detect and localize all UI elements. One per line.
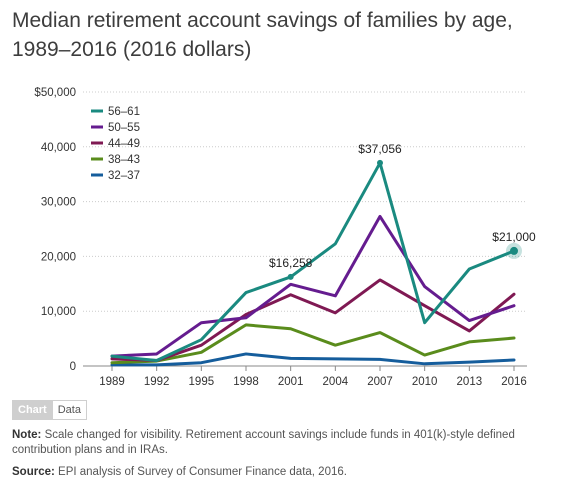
x-tick-label: 2016 [501, 376, 527, 388]
x-tick-label: 2010 [412, 376, 438, 388]
legend-label: 38–43 [108, 154, 140, 166]
tab-data[interactable]: Data [52, 400, 87, 420]
x-tick-label: 2001 [278, 376, 304, 388]
y-tick-label: 40,000 [41, 142, 76, 154]
series-line-44–49 [110, 278, 516, 363]
gridlines [83, 91, 527, 312]
x-tick-label: 2007 [367, 376, 393, 388]
series-line-56–61 [110, 161, 516, 363]
x-tick-label: 2004 [323, 376, 349, 388]
y-axis: 0 10,000 20,000 30,000 40,000 $50,000 [34, 87, 76, 373]
series-lines [110, 161, 516, 367]
source-text: EPI analysis of Survey of Consumer Finan… [54, 466, 347, 478]
x-tick-label: 1998 [233, 376, 259, 388]
chart-note: Note: Scale changed for visibility. Reti… [12, 428, 560, 458]
legend-label: 32–37 [108, 170, 140, 182]
series-line-50–55 [110, 214, 516, 358]
view-tabs: Chart Data [12, 400, 87, 420]
chart-title: Median retirement account savings of fam… [12, 9, 513, 61]
x-tick-label: 1989 [99, 376, 125, 388]
line-chart: 0 10,000 20,000 30,000 40,000 $50,000 1989 199… [34, 87, 536, 388]
tab-chart[interactable]: Chart [12, 400, 53, 420]
note-text: Scale changed for visibility. Retirement… [12, 429, 515, 456]
chart-source: Source: EPI analysis of Survey of Consum… [12, 466, 560, 478]
x-tick-label: 2013 [457, 376, 483, 388]
y-tick-label: $50,000 [34, 87, 76, 99]
x-tick-label: 1992 [144, 376, 170, 388]
legend-label: 44–49 [108, 138, 140, 150]
source-label: Source: [12, 466, 55, 478]
x-tick-label: 1995 [189, 376, 215, 388]
legend-label: 56–61 [108, 106, 140, 118]
note-label: Note: [12, 429, 42, 441]
series-line-32–37 [110, 352, 516, 367]
annotation-point [287, 273, 294, 280]
y-tick-label: 10,000 [41, 306, 76, 318]
y-tick-label: 30,000 [41, 197, 76, 209]
data-label: $16,258 [269, 256, 313, 270]
series-line-38–43 [110, 323, 516, 365]
legend-label: 50–55 [108, 122, 140, 134]
annotations: $16,258 $37,056 $21,000 [269, 142, 536, 280]
highlight-point [510, 246, 518, 255]
x-axis: 1989 1992 1995 1998 2001 2004 2007 2010 2013 2016 [83, 365, 527, 388]
y-tick-label: 20,000 [41, 251, 76, 263]
data-label: $21,000 [492, 230, 536, 244]
data-label: $37,056 [358, 142, 402, 156]
annotation-point [377, 159, 383, 166]
legend: 56–61 50–55 44–49 38–43 32–37 [91, 106, 140, 182]
y-tick-label: 0 [70, 361, 76, 373]
